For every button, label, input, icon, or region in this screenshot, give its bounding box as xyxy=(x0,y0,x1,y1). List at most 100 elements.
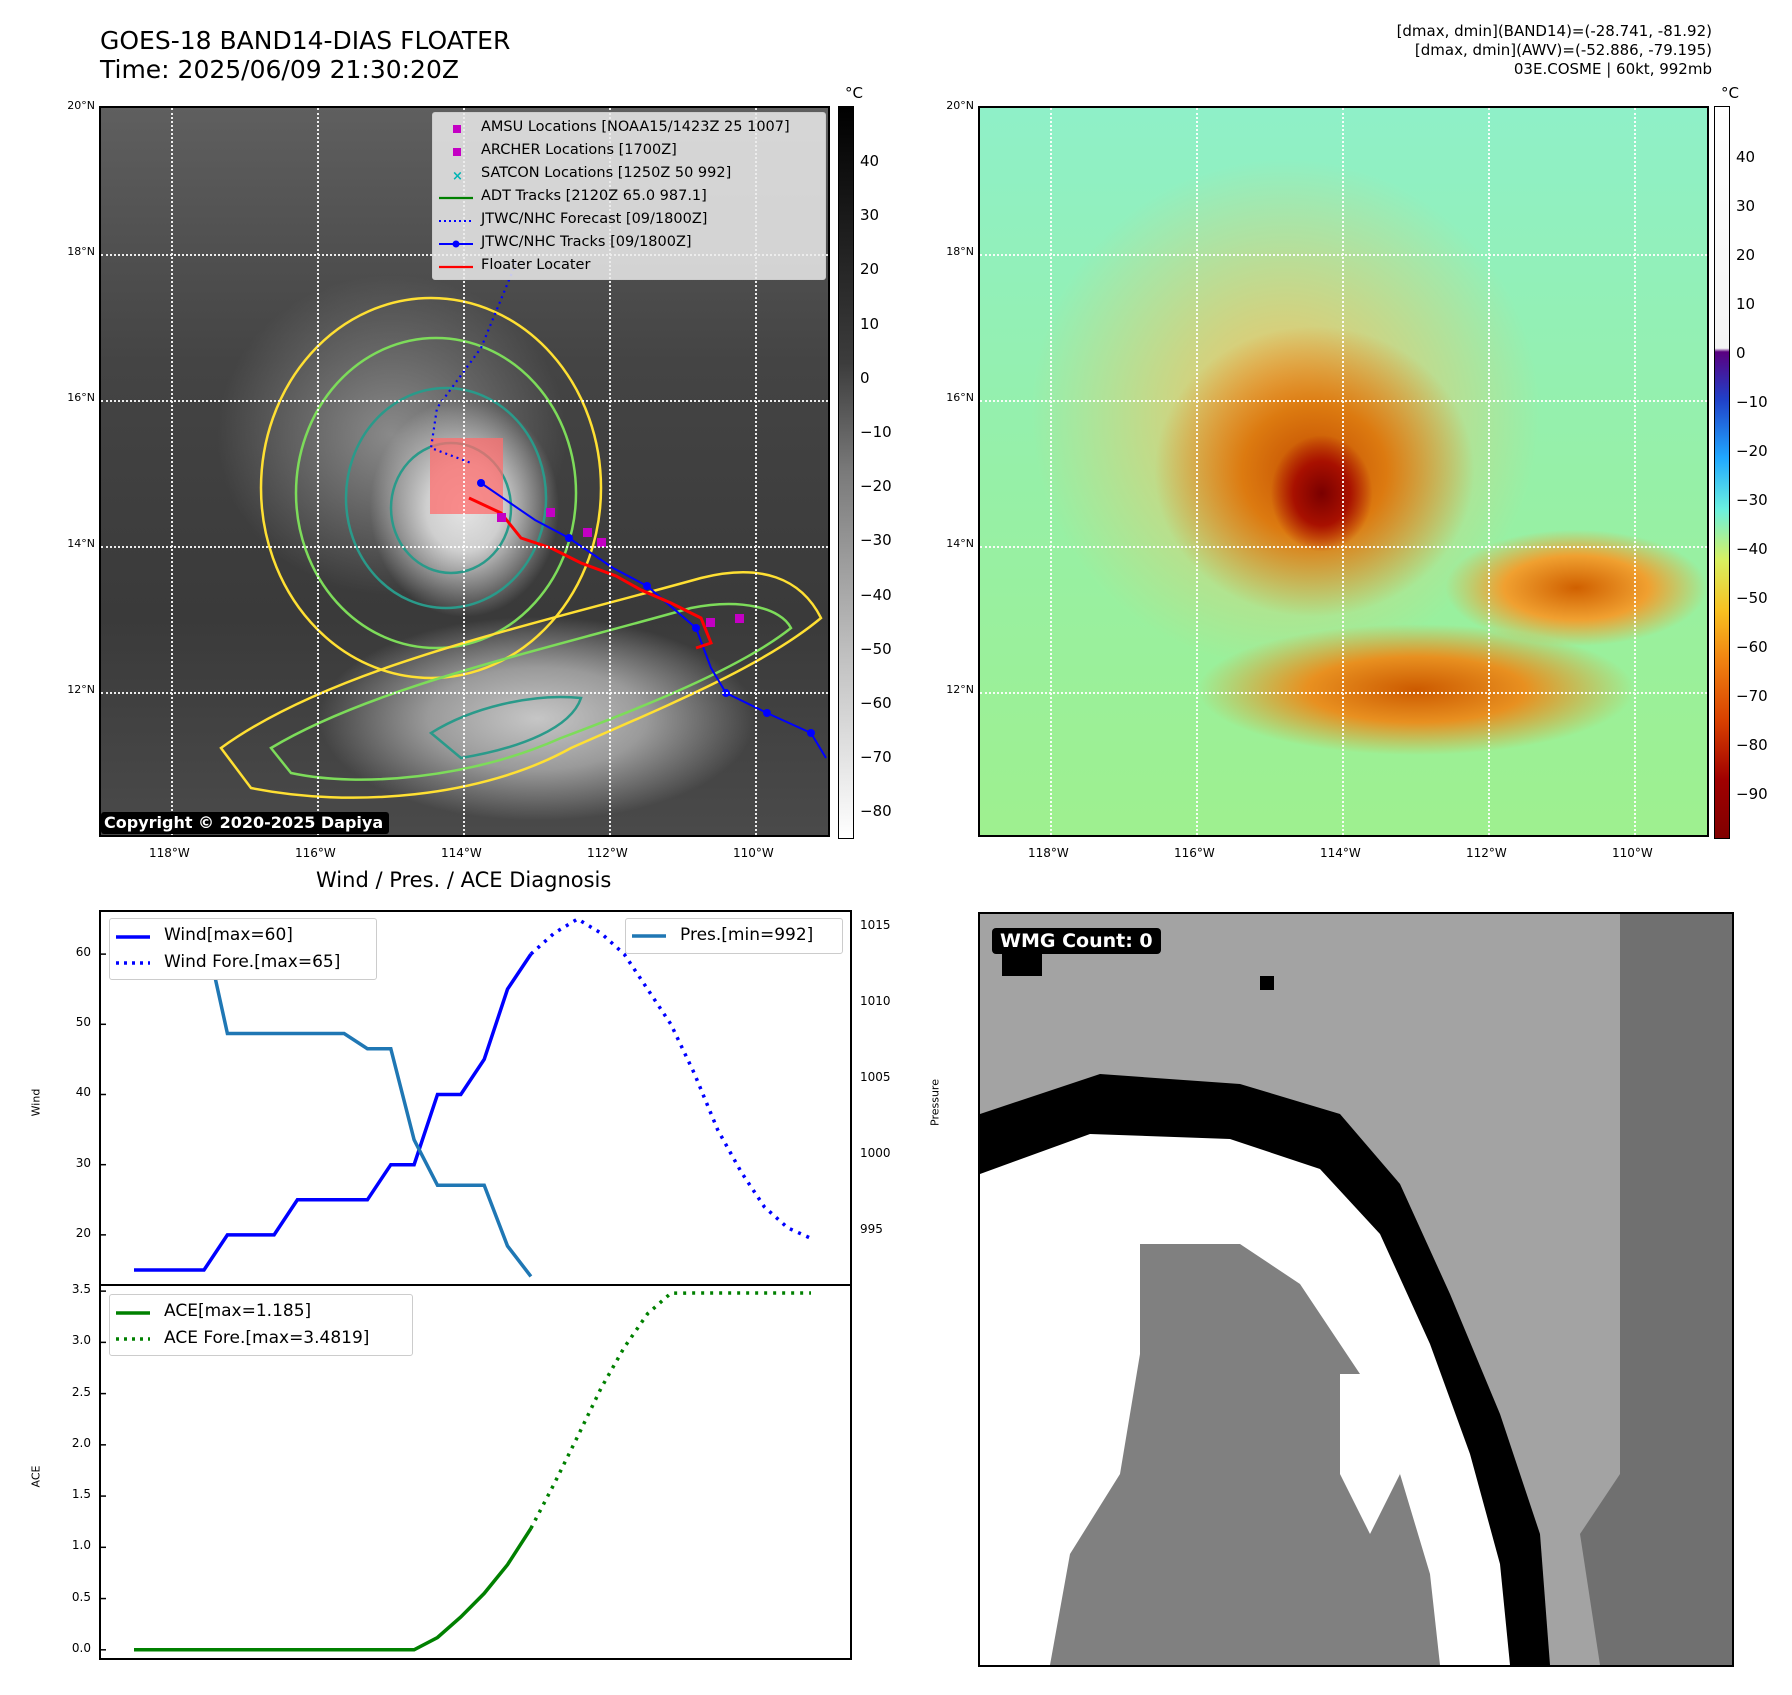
colorbar-tick: −70 xyxy=(860,748,892,767)
chart-title: GOES-18 BAND14-DIAS FLOATER Time: 2025/0… xyxy=(100,26,510,84)
info-awv: [dmax, dmin](AWV)=(-52.886, -79.195) xyxy=(1414,41,1712,59)
legend-entry: × SATCON Locations [1250Z 50 992] xyxy=(433,164,825,186)
legend-entry: AMSU Locations [NOAA15/1423Z 25 1007] xyxy=(433,118,825,140)
ace-legend-label: ACE[max=1.185] xyxy=(164,1301,312,1321)
series-line xyxy=(529,1291,811,1530)
wmg-gray-core xyxy=(1050,1244,1440,1665)
jtwc-track-point xyxy=(565,534,573,542)
lon-label: 114°W xyxy=(441,846,482,860)
series-line xyxy=(134,953,533,1272)
title-line1: GOES-18 BAND14-DIAS FLOATER xyxy=(100,26,511,55)
archer-location xyxy=(583,528,592,537)
ace-legend: ACE[max=1.185] ACE Fore.[max=3.4819] xyxy=(109,1294,413,1356)
legend-entry: JTWC/NHC Forecast [09/1800Z] xyxy=(433,210,825,232)
ir-colorbar xyxy=(838,106,854,839)
lat-label: 16°N xyxy=(946,391,974,404)
contour-band-yellow xyxy=(219,571,823,799)
lat-label: 20°N xyxy=(946,99,974,112)
colorbar-tick: 20 xyxy=(860,260,880,279)
lon-label: 118°W xyxy=(1028,846,1069,860)
wmg-panel: WMG Count: 0 xyxy=(978,912,1734,1667)
legend-entry: ARCHER Locations [1700Z] xyxy=(433,141,825,163)
lon-label: 118°W xyxy=(149,846,190,860)
info-storm: 03E.COSME | 60kt, 992mb xyxy=(1513,60,1712,78)
lon-label: 116°W xyxy=(295,846,336,860)
title-line2: Time: 2025/06/09 21:30:20Z xyxy=(100,55,459,84)
archer-location xyxy=(706,618,715,627)
colorbar-tick: −10 xyxy=(1736,393,1768,411)
y-tick-label: 60 xyxy=(75,945,91,960)
legend-label: SATCON Locations [1250Z 50 992] xyxy=(481,165,732,181)
wind-axis-label: Wind xyxy=(29,1088,43,1117)
storm-info: [dmax, dmin](BAND14)=(-28.741, -81.92) [… xyxy=(1397,22,1712,79)
y-tick-label: 0.0 xyxy=(71,1640,91,1655)
jtwc-track-point xyxy=(643,582,651,590)
jtwc-track-line xyxy=(480,482,827,759)
lat-label: 12°N xyxy=(67,683,95,696)
colorbar-tick: −30 xyxy=(860,531,892,550)
lat-label: 14°N xyxy=(67,537,95,550)
awv-satellite-map xyxy=(978,106,1709,837)
legend-entry: JTWC/NHC Tracks [09/1800Z] xyxy=(433,233,825,255)
wmg-dark-region xyxy=(1580,914,1732,1665)
lat-label: 14°N xyxy=(946,537,974,550)
ace-plot: ACE[max=1.185] ACE Fore.[max=3.4819] xyxy=(99,1284,852,1660)
colorbar-tick: −60 xyxy=(1736,638,1768,656)
archer-location xyxy=(597,538,606,547)
y2-tick-label: 1000 xyxy=(860,1145,891,1160)
colorbar-tick: −50 xyxy=(1736,589,1768,607)
lat-label: 20°N xyxy=(67,99,95,112)
colorbar-tick: 0 xyxy=(860,368,870,387)
colorbar-tick: −60 xyxy=(860,694,892,712)
colorbar-tick: −40 xyxy=(1736,540,1768,558)
legend-label: JTWC/NHC Tracks [09/1800Z] xyxy=(481,234,692,250)
pressure-legend: Pres.[min=992] xyxy=(625,918,843,954)
colorbar-tick: 30 xyxy=(860,206,880,225)
wind-fore-legend-label: Wind Fore.[max=65] xyxy=(164,952,341,972)
contour-green xyxy=(294,336,578,650)
y2-tick-label: 995 xyxy=(860,1221,883,1236)
wind-legend-label: Wind[max=60] xyxy=(164,925,293,945)
lon-label: 110°W xyxy=(1612,846,1653,860)
colorbar-tick: 20 xyxy=(1736,246,1756,264)
colorbar-tick: −80 xyxy=(1736,736,1768,754)
colorbar-tick: 40 xyxy=(1736,148,1756,166)
y-tick-label: 3.0 xyxy=(71,1333,91,1348)
ace-svg xyxy=(101,1290,811,1652)
pressure-axis-label: Pressure xyxy=(928,1079,942,1126)
colorbar-tick: −30 xyxy=(1736,491,1768,509)
lat-label: 18°N xyxy=(946,245,974,258)
copyright-label: Copyright © 2020-2025 Dapiya xyxy=(101,812,390,834)
lon-label: 116°W xyxy=(1174,846,1215,860)
legend-entry: Floater Locater xyxy=(433,256,825,278)
legend-label: JTWC/NHC Forecast [09/1800Z] xyxy=(481,211,708,227)
colorbar-tick: −50 xyxy=(860,639,892,658)
wmg-white-patch xyxy=(1340,1374,1400,1534)
lat-label: 16°N xyxy=(67,391,95,404)
y-tick-label: 50 xyxy=(75,1015,91,1030)
lon-label: 112°W xyxy=(587,846,628,860)
series-line xyxy=(529,916,812,1240)
colorbar-tick: 0 xyxy=(1736,344,1746,362)
colorbar-tick: 10 xyxy=(1736,295,1756,313)
y-tick-label: 2.5 xyxy=(71,1384,91,1399)
legend-symbol: × xyxy=(452,169,463,184)
legend-symbol xyxy=(439,220,473,222)
y-tick-label: 30 xyxy=(75,1155,91,1170)
wind-pressure-plot: Wind[max=60] Wind Fore.[max=65] Pres.[mi… xyxy=(99,910,852,1286)
colorbar-tick: −10 xyxy=(860,423,892,441)
lon-label: 112°W xyxy=(1466,846,1507,860)
y-tick-label: 40 xyxy=(75,1085,91,1100)
lat-label: 18°N xyxy=(67,245,95,258)
info-band14: [dmax, dmin](BAND14)=(-28.741, -81.92) xyxy=(1396,22,1712,40)
jtwc-track-point xyxy=(763,709,771,717)
y2-tick-label: 1015 xyxy=(860,918,891,933)
colorbar-tick: −20 xyxy=(1736,442,1768,460)
contour-yellow xyxy=(259,296,603,680)
y-tick-label: 1.5 xyxy=(71,1487,91,1502)
ace-fore-legend-label: ACE Fore.[max=3.4819] xyxy=(164,1328,370,1348)
series-line xyxy=(134,1527,533,1652)
contour-teal xyxy=(344,386,548,610)
lat-label: 12°N xyxy=(946,683,974,696)
jtwc-track-point xyxy=(692,624,700,632)
